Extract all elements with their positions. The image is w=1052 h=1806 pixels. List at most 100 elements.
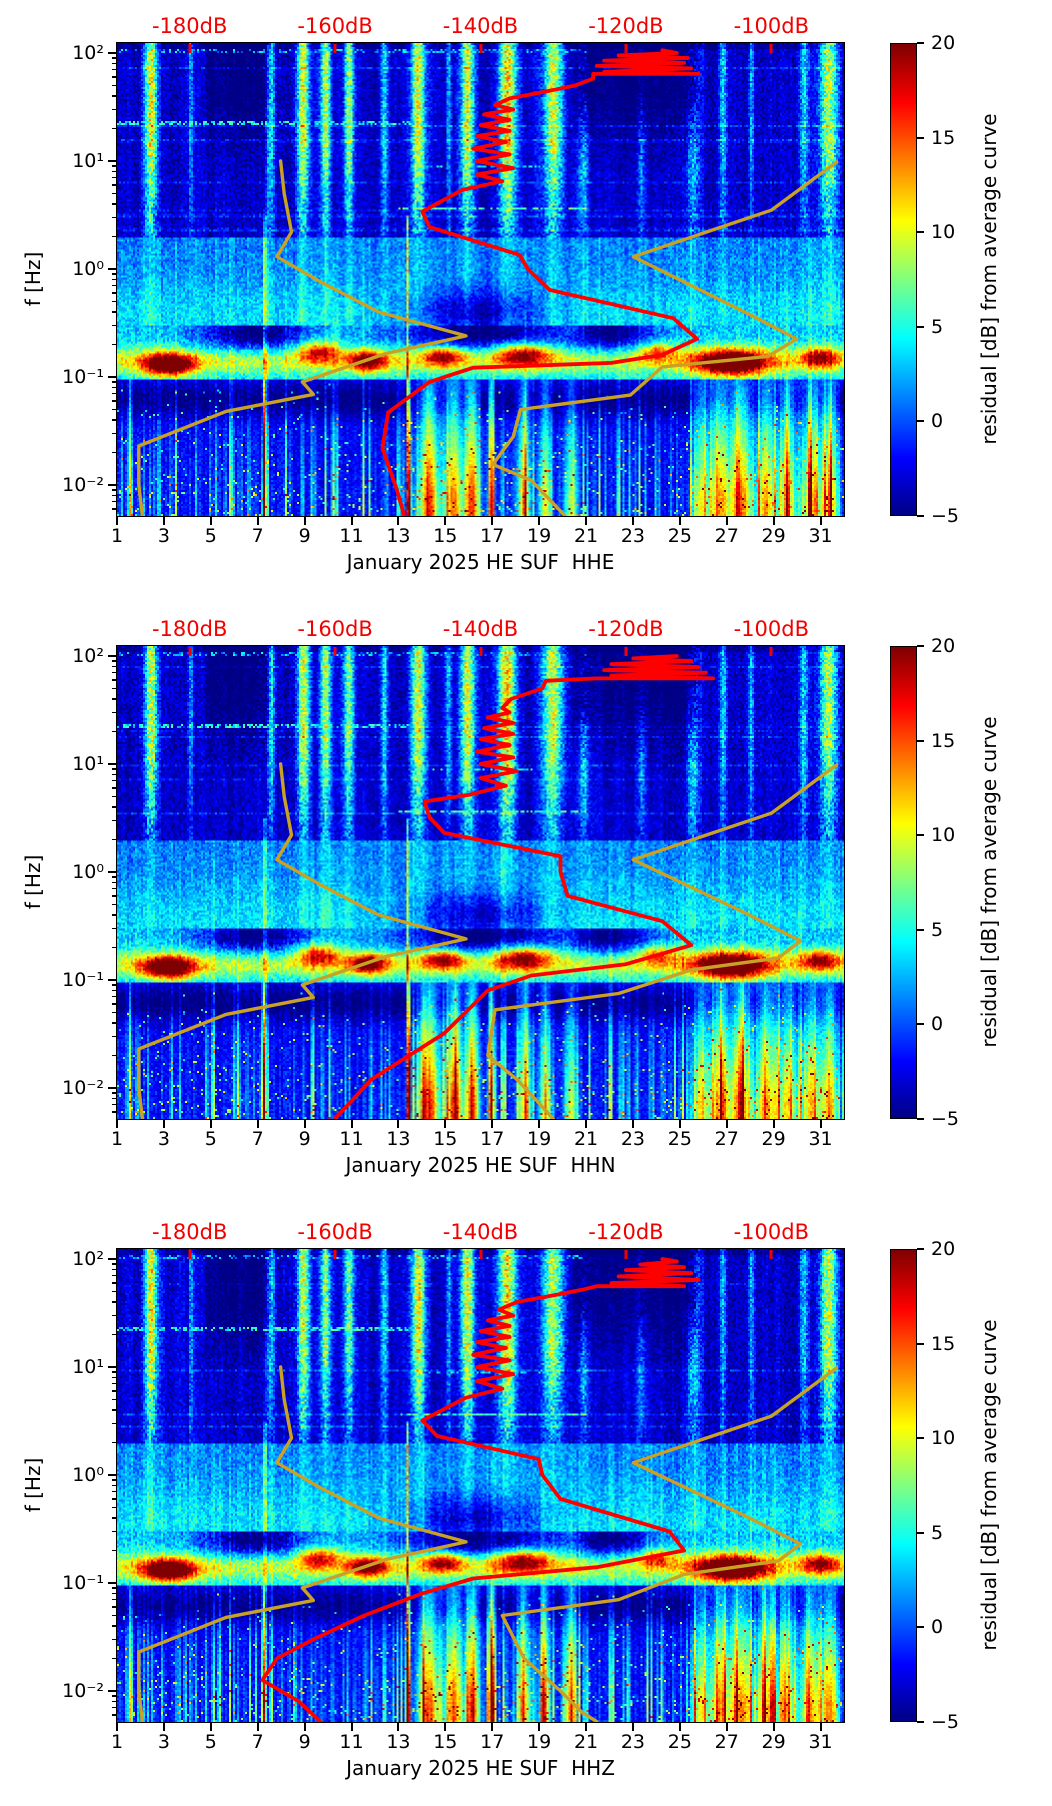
db-axis-tick bbox=[188, 44, 192, 53]
x-tick-label: 11 bbox=[339, 525, 364, 547]
y-tick-label: 10¹ bbox=[72, 150, 104, 172]
y-minor-tick bbox=[112, 84, 117, 87]
colorbar-tick bbox=[917, 1437, 924, 1440]
x-tick-label: 23 bbox=[620, 1128, 646, 1150]
colorbar-tick bbox=[917, 1118, 924, 1120]
x-tick-label: 31 bbox=[808, 1731, 833, 1753]
panel-title: January 2025 HE SUF HHN bbox=[345, 1153, 616, 1177]
y-minor-tick bbox=[112, 1714, 117, 1716]
db-axis-tick bbox=[479, 647, 482, 656]
x-tick-label: 15 bbox=[433, 1731, 458, 1753]
x-tick-label: 5 bbox=[204, 525, 217, 547]
y-minor-tick bbox=[112, 787, 117, 789]
x-tick bbox=[819, 1722, 822, 1731]
y-minor-tick bbox=[112, 292, 117, 294]
y-minor-tick bbox=[112, 451, 117, 454]
y-minor-tick bbox=[112, 235, 117, 238]
db-axis-tick bbox=[188, 647, 192, 656]
colorbar-tick bbox=[917, 1531, 924, 1534]
y-minor-tick bbox=[112, 1268, 117, 1271]
x-tick bbox=[678, 516, 681, 525]
y-minor-tick bbox=[112, 1491, 117, 1493]
y-minor-tick bbox=[112, 324, 117, 327]
db-axis-label: -160dB bbox=[297, 617, 373, 641]
x-tick bbox=[444, 1722, 447, 1731]
y-minor-tick bbox=[112, 95, 117, 97]
y-tick-label: 10⁻¹ bbox=[62, 365, 104, 388]
colorbar-tick-label: 20 bbox=[931, 1238, 956, 1260]
colorbar-tick-label: 10 bbox=[931, 824, 956, 847]
db-axis-tick bbox=[333, 44, 337, 53]
x-tick bbox=[162, 1119, 165, 1128]
db-axis-label: -180dB bbox=[151, 1220, 228, 1244]
average-model-curve-high bbox=[486, 763, 839, 1119]
x-tick bbox=[585, 1722, 588, 1731]
db-axis-tick bbox=[769, 647, 773, 656]
colorbar-tick bbox=[917, 928, 924, 931]
y-tick-label: 10² bbox=[72, 1248, 104, 1270]
y-minor-tick bbox=[112, 1479, 117, 1481]
panel-title: January 2025 HE SUF HHZ bbox=[346, 1756, 615, 1780]
spectrogram-panel-hhz: f [Hz] 10² 10¹ 10⁰ 10⁻¹ 10⁻² 1 3 5 7 9 11 13 15 17 19 2… bbox=[0, 1220, 1052, 1780]
y-minor-tick bbox=[112, 1376, 117, 1379]
y-tick-label: 10² bbox=[72, 645, 104, 667]
y-minor-tick bbox=[112, 989, 117, 992]
x-tick bbox=[538, 516, 541, 525]
y-tick bbox=[108, 1258, 117, 1260]
x-tick bbox=[725, 1119, 728, 1128]
y-tick bbox=[108, 763, 117, 765]
x-tick-label: 25 bbox=[667, 1731, 692, 1753]
colorbar-tick-label: −5 bbox=[931, 1711, 960, 1733]
monthly-psd-curve bbox=[333, 654, 715, 1119]
y-minor-tick bbox=[112, 127, 117, 130]
y-axis-label: f [Hz] bbox=[21, 854, 45, 910]
x-tick bbox=[397, 1722, 400, 1731]
y-tick-label: 10⁰ bbox=[72, 1463, 104, 1486]
y-minor-tick bbox=[112, 1409, 117, 1411]
y-minor-tick bbox=[112, 508, 117, 510]
y-tick bbox=[108, 160, 117, 162]
average-model-curve-low bbox=[137, 159, 468, 516]
average-model-curve-low bbox=[137, 762, 468, 1119]
colorbar-tick bbox=[917, 42, 924, 44]
db-axis-label: -160dB bbox=[297, 1220, 373, 1244]
y-tick-label: 10⁰ bbox=[72, 257, 104, 280]
y-minor-tick bbox=[112, 69, 117, 71]
x-tick bbox=[397, 1119, 400, 1128]
plot-area: 10² 10¹ 10⁰ 10⁻¹ 10⁻² 1 3 5 7 9 11 13 15 17 19 21 23 25 27… bbox=[62, 1220, 845, 1753]
y-minor-tick bbox=[112, 57, 117, 59]
x-tick bbox=[303, 1119, 306, 1128]
x-tick-label: 3 bbox=[157, 525, 170, 547]
db-axis-label: -120dB bbox=[588, 14, 664, 38]
y-minor-tick bbox=[112, 1035, 117, 1038]
x-tick bbox=[256, 516, 259, 525]
y-minor-tick bbox=[112, 1383, 117, 1385]
db-axis-tick bbox=[479, 44, 482, 53]
y-minor-tick bbox=[112, 1657, 117, 1660]
psd-curves-overlay bbox=[137, 48, 839, 516]
colorbar-tick-label: 20 bbox=[931, 635, 956, 657]
colorbar-tick-label: 15 bbox=[931, 1332, 956, 1355]
db-axis-label: -140dB bbox=[442, 617, 519, 641]
spectrogram-heatmap bbox=[117, 646, 844, 1119]
y-minor-tick bbox=[112, 698, 117, 700]
colorbar-tick-label: 5 bbox=[931, 918, 944, 941]
colorbar-tick bbox=[917, 515, 924, 517]
y-minor-tick bbox=[112, 419, 117, 421]
y-tick bbox=[108, 655, 117, 657]
y-minor-tick bbox=[112, 1599, 117, 1601]
y-minor-tick bbox=[112, 500, 117, 503]
y-minor-tick bbox=[112, 1263, 117, 1265]
y-tick-label: 10⁰ bbox=[72, 860, 104, 883]
y-minor-tick bbox=[112, 1301, 117, 1303]
x-tick-label: 17 bbox=[480, 525, 505, 547]
db-axis-label: -160dB bbox=[297, 14, 373, 38]
y-minor-tick bbox=[112, 1282, 117, 1284]
y-minor-tick bbox=[112, 273, 117, 275]
y-tick bbox=[108, 870, 117, 873]
colorbar-tick bbox=[917, 1721, 924, 1723]
colorbar-tick bbox=[917, 645, 924, 647]
x-tick-label: 17 bbox=[480, 1731, 505, 1753]
y-minor-tick bbox=[112, 730, 117, 733]
colorbar-label: residual [dB] from average curve bbox=[977, 113, 1001, 445]
